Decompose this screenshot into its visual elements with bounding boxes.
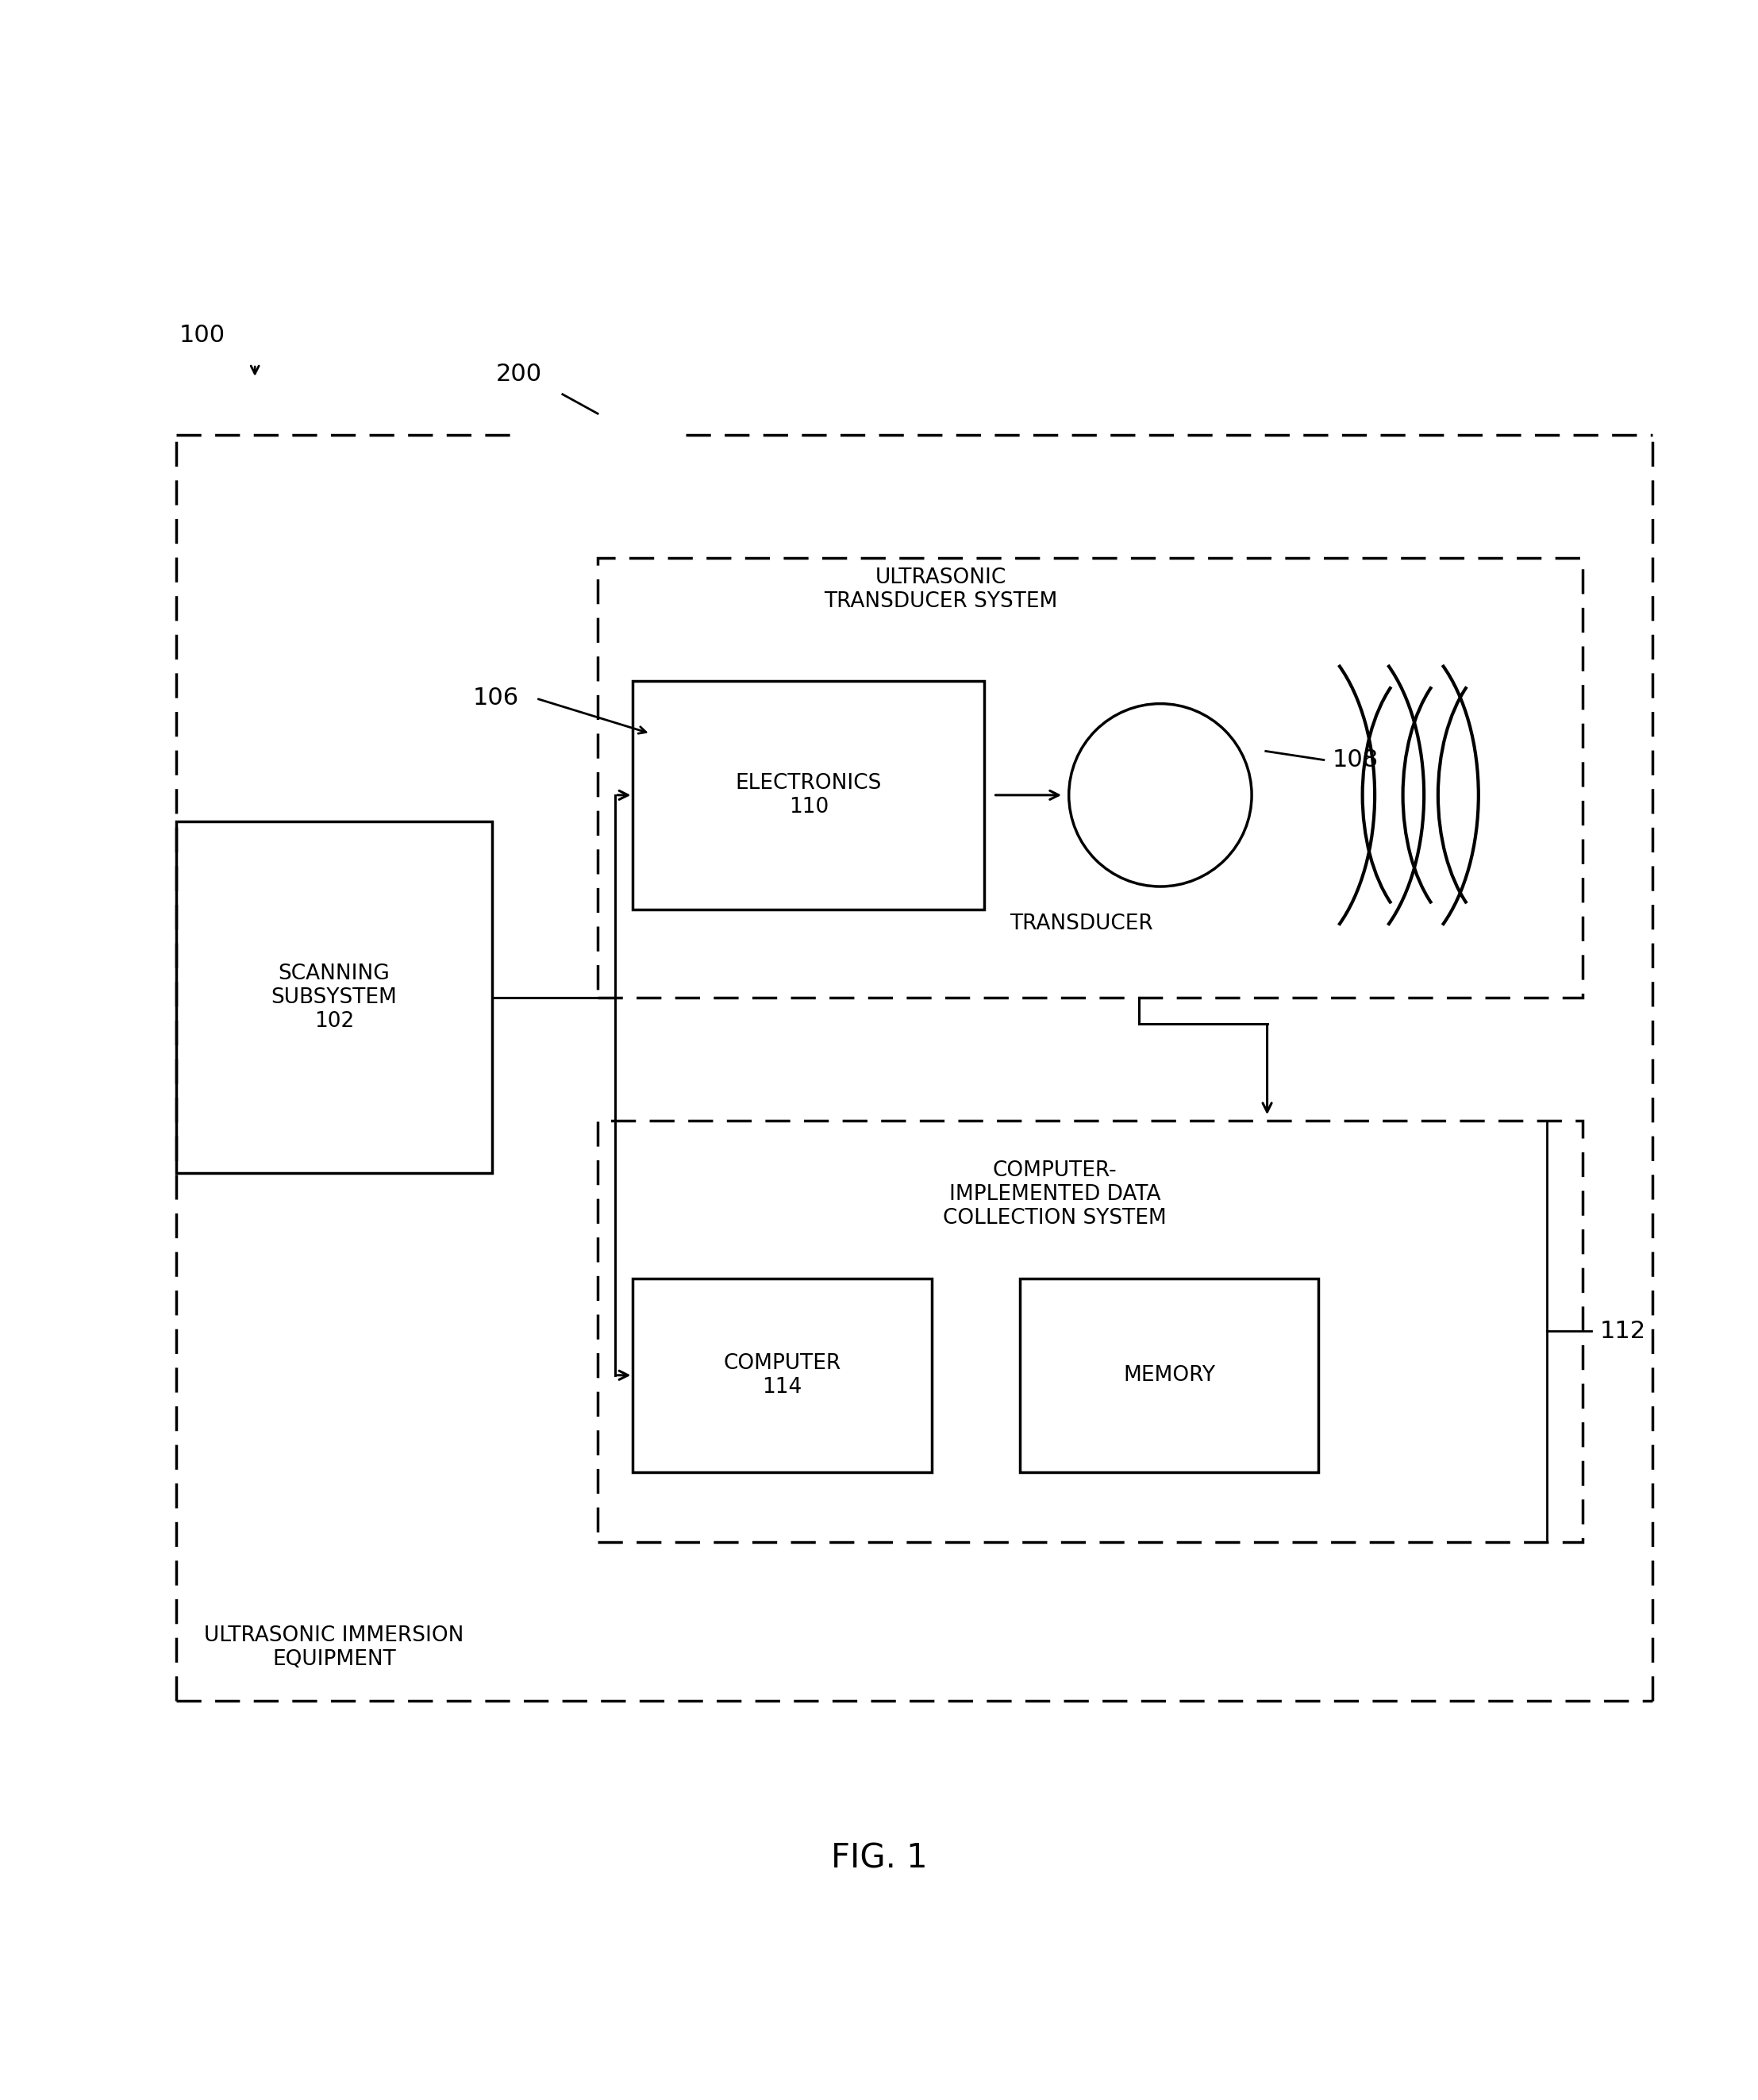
Text: 112: 112 — [1600, 1319, 1645, 1342]
Bar — [633, 1279, 932, 1472]
Text: 106: 106 — [473, 687, 519, 710]
Text: TRANSDUCER: TRANSDUCER — [1009, 913, 1153, 934]
Text: 108: 108 — [1333, 748, 1378, 771]
Bar — [1020, 1279, 1318, 1472]
Text: COMPUTER-
IMPLEMENTED DATA
COLLECTION SYSTEM: COMPUTER- IMPLEMENTED DATA COLLECTION SY… — [942, 1159, 1167, 1228]
Text: 200: 200 — [496, 363, 541, 386]
Bar — [633, 680, 984, 909]
Text: MEMORY: MEMORY — [1123, 1365, 1215, 1386]
Text: ULTRASONIC
TRANSDUCER SYSTEM: ULTRASONIC TRANSDUCER SYSTEM — [825, 567, 1057, 611]
Text: ULTRASONIC IMMERSION
EQUIPMENT: ULTRASONIC IMMERSION EQUIPMENT — [204, 1625, 464, 1670]
Text: COMPUTER
114: COMPUTER 114 — [724, 1352, 840, 1396]
Bar — [598, 1119, 1582, 1541]
Text: 100: 100 — [179, 323, 225, 346]
Bar — [176, 821, 492, 1174]
Text: FIG. 1: FIG. 1 — [832, 1842, 926, 1875]
Bar — [598, 559, 1582, 997]
Text: SCANNING
SUBSYSTEM
102: SCANNING SUBSYSTEM 102 — [271, 964, 397, 1031]
Text: ELECTRONICS
110: ELECTRONICS 110 — [735, 773, 883, 817]
